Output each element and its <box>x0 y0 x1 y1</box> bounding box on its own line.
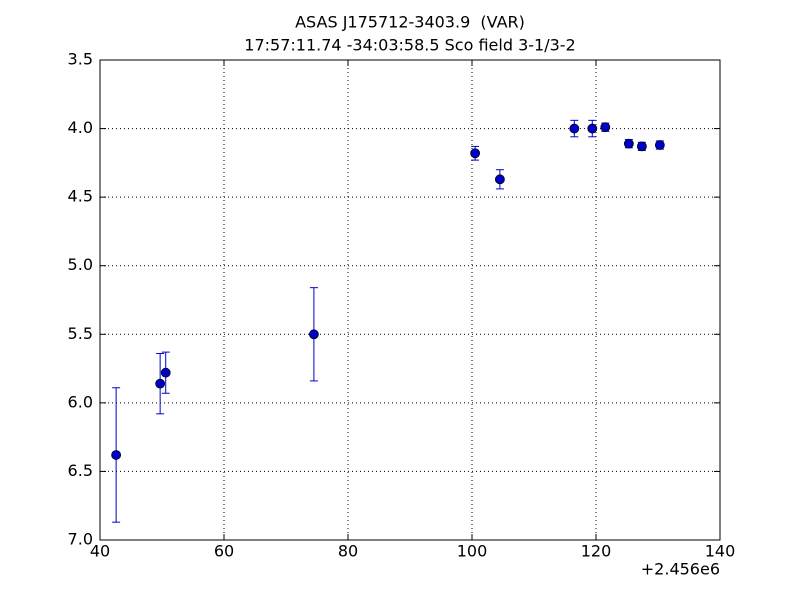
y-tick-label: 5.0 <box>68 255 93 274</box>
point <box>587 123 598 134</box>
y-tick-label: 5.5 <box>68 324 93 343</box>
x-tick-label: 100 <box>457 542 488 561</box>
y-tick-label: 4.5 <box>68 187 93 206</box>
y-tick-label: 6.0 <box>68 392 93 411</box>
point <box>494 174 505 185</box>
point <box>600 122 611 133</box>
point <box>636 141 647 152</box>
y-tick-label: 3.5 <box>68 50 93 69</box>
x-tick-label: 80 <box>338 542 358 561</box>
point <box>470 148 481 159</box>
point <box>654 140 665 150</box>
chart-subtitle: 17:57:11.74 -34:03:58.5 Sco field 3-1/3-… <box>244 36 575 55</box>
point <box>111 450 122 460</box>
x-tick-label: 60 <box>214 542 234 561</box>
y-tick-label: 6.5 <box>68 461 93 480</box>
plot-frame <box>99 59 721 541</box>
x-offset-label: +2.456e6 <box>641 560 720 579</box>
x-tick-label: 40 <box>90 542 110 561</box>
y-tick-label: 7.0 <box>68 530 93 549</box>
x-tick-label: 120 <box>581 542 612 561</box>
y-tick-label: 4.0 <box>68 118 93 137</box>
point <box>160 367 171 378</box>
point <box>623 138 634 149</box>
point <box>155 378 166 389</box>
x-tick-label: 140 <box>705 542 736 561</box>
point <box>308 329 319 340</box>
point <box>569 123 580 134</box>
chart-title: ASAS J175712-3403.9 (VAR) <box>295 13 525 32</box>
